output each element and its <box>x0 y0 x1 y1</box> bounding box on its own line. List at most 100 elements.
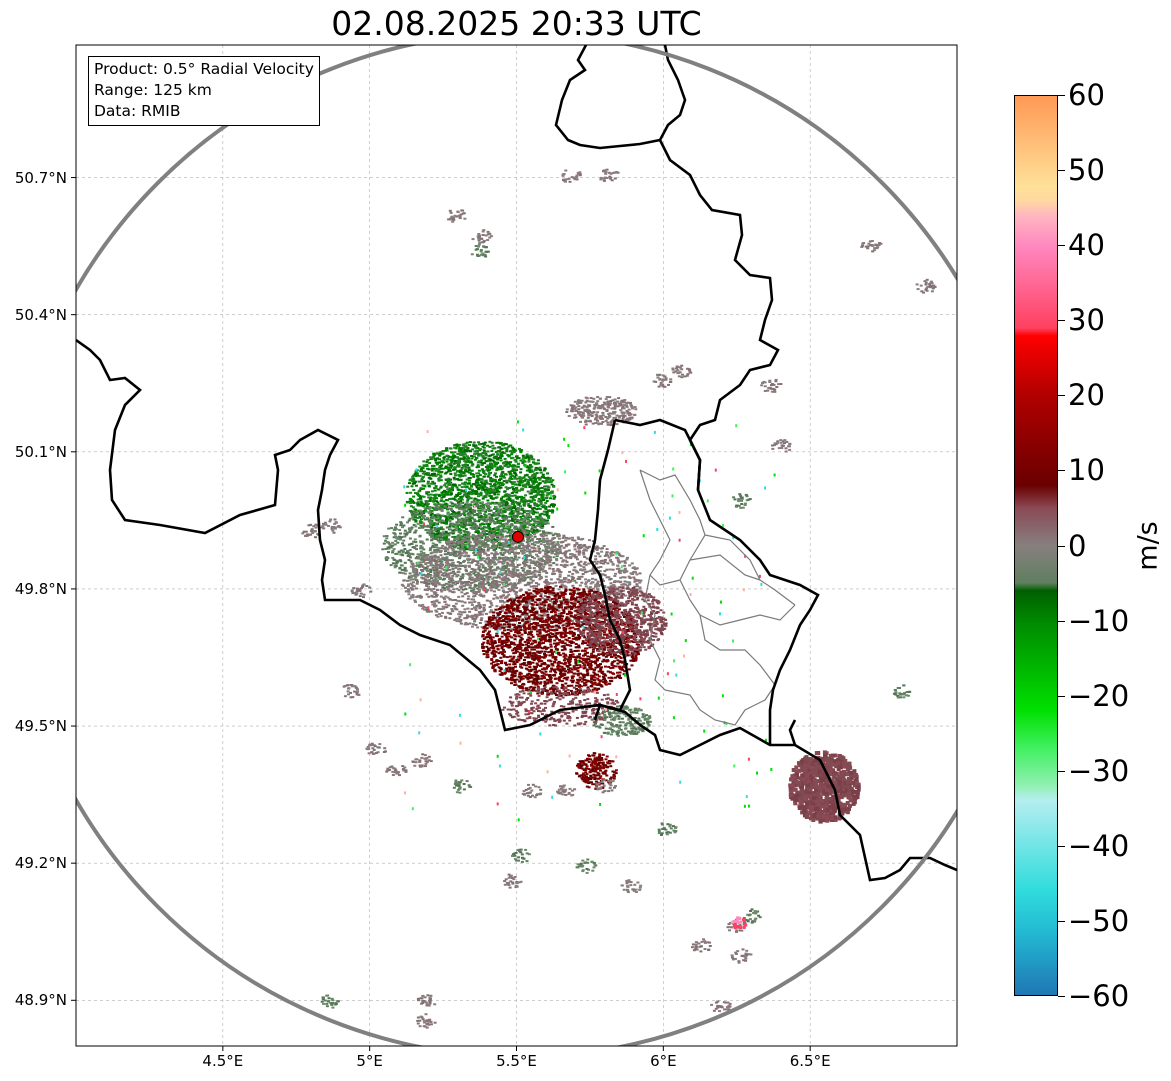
echo-pixel <box>489 602 493 605</box>
echo-pixel <box>449 497 453 500</box>
echo-pixel <box>464 523 467 526</box>
echo-pixel <box>564 550 568 553</box>
echo-pixel <box>536 602 540 605</box>
echo-pixel <box>512 590 516 593</box>
echo-pixel <box>616 580 620 583</box>
echo-pixel <box>513 475 517 478</box>
echo-pixel <box>493 553 497 556</box>
echo-pixel <box>536 555 540 558</box>
echo-pixel <box>500 567 504 570</box>
echo-pixel <box>471 448 475 451</box>
echo-pixel <box>509 464 513 467</box>
echo-pixel <box>581 573 585 575</box>
echo-pixel <box>489 478 493 481</box>
echo-pixel <box>443 597 446 600</box>
echo-pixel <box>427 573 430 576</box>
echo-pixel <box>473 541 477 544</box>
echo-pixel <box>532 541 536 544</box>
echo-pixel <box>433 503 437 506</box>
echo-pixel <box>521 462 525 465</box>
echo-pixel <box>434 609 438 612</box>
echo-pixel <box>510 551 514 553</box>
echo-pixel <box>517 489 521 492</box>
echo-pixel <box>491 478 495 481</box>
echo-pixel <box>521 543 524 546</box>
echo-pixel <box>607 576 611 579</box>
echo-pixel <box>446 611 450 614</box>
echo-pixel <box>487 525 491 527</box>
echo-pixel <box>540 563 544 566</box>
echo-pixel <box>447 463 451 466</box>
echo-pixel <box>445 507 448 509</box>
echo-pixel <box>459 478 462 481</box>
echo-pixel <box>440 533 443 536</box>
echo-pixel <box>473 586 477 589</box>
echo-pixel <box>460 517 464 520</box>
echo-pixel <box>456 452 460 455</box>
echo-pixel <box>501 475 505 478</box>
echo-pixel <box>467 449 471 452</box>
echo-pixel <box>492 530 496 533</box>
echo-pixel <box>551 511 554 514</box>
echo-pixel <box>437 470 441 473</box>
echo-pixel <box>470 578 474 581</box>
echo-pixel <box>423 580 427 583</box>
echo-pixel <box>492 571 496 574</box>
echo-pixel <box>457 465 461 468</box>
echo-pixel <box>426 565 430 568</box>
echo-pixel <box>435 546 439 549</box>
echo-pixel <box>423 503 427 506</box>
echo-pixel <box>510 478 514 480</box>
echo-pixel <box>429 588 433 591</box>
echo-pixel <box>466 464 469 467</box>
echo-pixel <box>515 491 519 494</box>
echo-pixel <box>504 625 508 628</box>
echo-pixel <box>507 593 511 596</box>
echo-pixel <box>403 529 407 532</box>
echo-pixel <box>428 575 432 577</box>
echo-pixel <box>547 555 551 558</box>
echo-pixel <box>489 586 492 589</box>
echo-pixel <box>501 607 505 610</box>
echo-pixel <box>490 514 494 517</box>
echo-pixel <box>411 479 414 482</box>
echo-pixel <box>457 547 461 550</box>
echo-pixel <box>464 481 467 484</box>
echo-pixel <box>517 483 521 485</box>
echo-pixel <box>515 522 519 524</box>
echo-pixel <box>605 568 609 571</box>
echo-pixel <box>460 508 464 511</box>
echo-pixel <box>507 583 510 586</box>
echo-pixel <box>484 473 488 476</box>
echo-pixel <box>472 546 476 549</box>
echo-pixel <box>493 522 497 525</box>
echo-pixel <box>460 554 464 557</box>
echo-pixel <box>488 454 492 457</box>
echo-pixel <box>546 476 550 479</box>
echo-pixel <box>500 569 504 572</box>
echo-pixel <box>463 485 467 488</box>
echo-pixel <box>444 595 448 598</box>
echo-pixel <box>554 607 558 610</box>
echo-pixel <box>406 579 409 582</box>
echo-pixel <box>528 620 531 623</box>
echo-pixel <box>571 536 574 539</box>
echo-pixel <box>419 500 423 503</box>
echo-pixel <box>571 539 575 542</box>
echo-pixel <box>533 557 536 560</box>
echo-pixel <box>566 581 570 584</box>
echo-pixel <box>458 518 462 521</box>
echo-pixel <box>508 506 512 509</box>
echo-pixel <box>542 506 545 509</box>
echo-pixel <box>497 441 501 444</box>
echo-pixel <box>576 558 579 561</box>
echo-pixel <box>420 466 424 469</box>
echo-pixel <box>522 504 526 507</box>
echo-pixel <box>522 509 526 512</box>
echo-pixel <box>556 541 560 543</box>
echo-pixel <box>420 478 424 481</box>
echo-pixel <box>489 626 493 629</box>
echo-pixel <box>470 461 474 464</box>
echo-pixel <box>454 512 458 515</box>
